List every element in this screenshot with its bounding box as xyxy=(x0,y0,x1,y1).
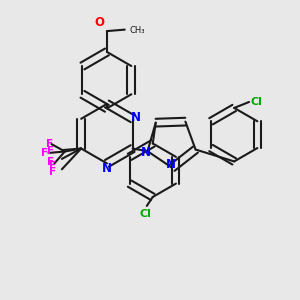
Text: F: F xyxy=(46,139,52,149)
Text: F: F xyxy=(49,167,56,177)
Text: F: F xyxy=(41,148,49,158)
Text: CH₃: CH₃ xyxy=(129,26,145,35)
Text: F: F xyxy=(47,146,54,157)
Text: N: N xyxy=(166,158,176,171)
Text: F: F xyxy=(50,161,56,171)
Text: Cl: Cl xyxy=(250,97,262,107)
Text: N: N xyxy=(102,162,112,175)
Text: N: N xyxy=(131,111,141,124)
Text: F: F xyxy=(47,157,54,167)
Text: O: O xyxy=(94,16,104,29)
Text: Cl: Cl xyxy=(140,209,151,219)
Text: N: N xyxy=(141,146,151,159)
